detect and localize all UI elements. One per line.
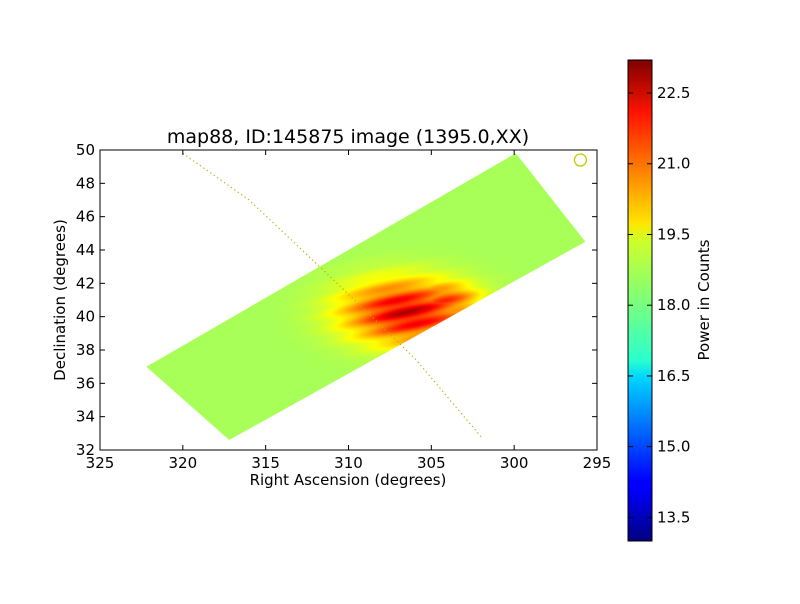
colorbar-tick-label: 18.0 <box>657 296 690 314</box>
colorbar: 13.5 15.0 16.5 18.0 19.5 21.0 22.5 Power in Co… <box>627 59 713 542</box>
y-tick-label: 40 <box>76 308 95 326</box>
y-axis-label: Declination (degrees) <box>51 219 69 381</box>
colorbar-gradient <box>627 59 653 542</box>
y-tick-label: 34 <box>76 408 95 426</box>
y-tick-label: 32 <box>76 441 95 459</box>
x-tick-label: 315 <box>251 454 280 472</box>
y-axis-ticks: 32 34 36 38 40 42 44 46 48 50 <box>76 141 597 459</box>
colorbar-tick-label: 19.5 <box>657 225 690 243</box>
x-tick-label: 310 <box>334 454 363 472</box>
y-tick-label: 44 <box>76 241 95 259</box>
x-tick-label: 295 <box>583 454 612 472</box>
x-axis-label: Right Ascension (degrees) <box>250 471 447 489</box>
colorbar-ticks: 13.5 15.0 16.5 18.0 19.5 21.0 22.5 <box>628 84 690 526</box>
colorbar-tick-label: 22.5 <box>657 84 690 102</box>
x-tick-label: 305 <box>417 454 446 472</box>
y-tick-label: 42 <box>76 274 95 292</box>
overlay-curve <box>182 152 482 438</box>
x-tick-label: 320 <box>169 454 198 472</box>
x-axis-ticks: 325 320 315 310 305 300 295 <box>86 150 612 472</box>
y-tick-label: 46 <box>76 208 95 226</box>
colorbar-tick-label: 21.0 <box>657 155 690 173</box>
heatmap-image <box>146 153 586 441</box>
chart-title: map88, ID:145875 image (1395.0,XX) <box>167 126 529 148</box>
overlay-marker <box>573 153 588 167</box>
y-tick-label: 50 <box>76 141 95 159</box>
colorbar-tick-label: 15.0 <box>657 438 690 456</box>
y-tick-label: 38 <box>76 341 95 359</box>
y-tick-label: 36 <box>76 374 95 392</box>
y-tick-label: 48 <box>76 174 95 192</box>
colorbar-tick-label: 16.5 <box>657 367 690 385</box>
x-tick-label: 300 <box>500 454 529 472</box>
colorbar-label: Power in Counts <box>695 239 713 360</box>
x-tick-label: 325 <box>86 454 115 472</box>
colorbar-tick-label: 13.5 <box>657 508 690 526</box>
plot-area <box>99 149 598 451</box>
